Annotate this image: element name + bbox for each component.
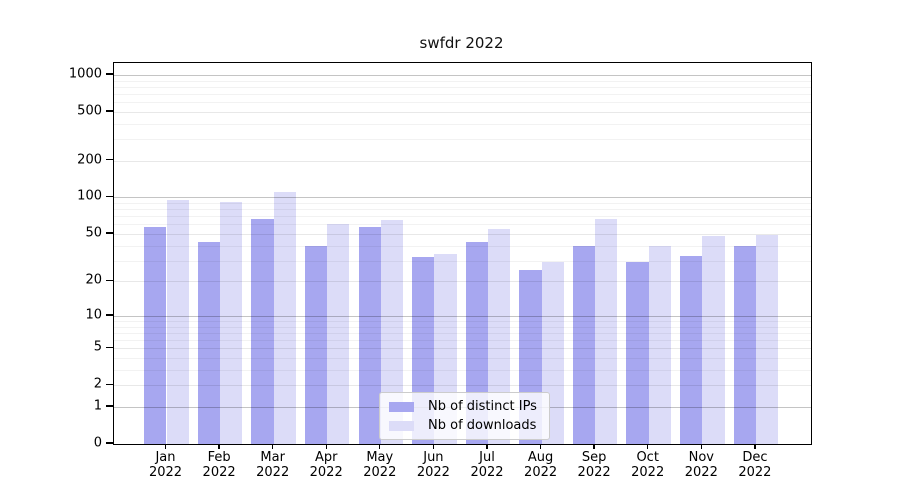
x-tick-mark-mar	[272, 444, 274, 449]
bar-mar-downloads	[273, 191, 296, 444]
y-tick-label-1000: 1000	[68, 66, 102, 82]
x-tick-label-may: May 2022	[363, 450, 397, 480]
y-tick-mark-10	[106, 314, 113, 316]
y-tick-label-500: 500	[77, 103, 102, 119]
y-tick-label-0: 0	[93, 435, 102, 451]
x-tick-label-aug: Aug 2022	[524, 450, 558, 480]
y-tick-mark-500	[106, 110, 113, 112]
bar-dec-distinct-ips	[733, 245, 756, 444]
y-tick-label-2: 2	[93, 376, 102, 392]
bars-layer	[114, 63, 811, 444]
x-tick-mark-nov	[700, 444, 702, 449]
y-tick-label-50: 50	[85, 225, 102, 241]
x-tick-mark-apr	[325, 444, 327, 449]
y-tick-label-100: 100	[77, 188, 102, 204]
bar-oct-downloads	[648, 245, 671, 444]
bar-feb-distinct-ips	[197, 241, 221, 444]
x-tick-mark-dec	[754, 444, 756, 449]
y-tick-mark-200	[106, 159, 113, 161]
bar-may-downloads	[380, 220, 404, 444]
legend-swatch-downloads	[389, 420, 414, 431]
bar-dec-downloads	[755, 235, 779, 444]
bar-sep-downloads	[595, 219, 618, 444]
y-tick-mark-20	[106, 279, 113, 282]
y-tick-mark-50	[106, 232, 113, 234]
x-tick-label-oct: Oct 2022	[631, 450, 665, 480]
y-tick-label-1: 1	[93, 398, 102, 414]
x-tick-label-sep: Sep 2022	[577, 450, 611, 480]
y-tick-mark-5	[106, 346, 113, 348]
x-tick-mark-feb	[218, 444, 220, 449]
legend-label-downloads: Nb of downloads	[428, 418, 537, 433]
bar-mar-distinct-ips	[251, 219, 274, 444]
bar-nov-downloads	[702, 236, 725, 444]
x-tick-label-feb: Feb 2022	[202, 450, 236, 480]
bar-jul-downloads	[488, 229, 511, 444]
y-tick-mark-1000	[106, 73, 113, 75]
y-tick-label-20: 20	[85, 272, 102, 288]
bar-apr-downloads	[327, 223, 350, 444]
x-tick-mark-jun	[432, 444, 435, 449]
bar-may-distinct-ips	[358, 227, 381, 444]
y-tick-mark-2	[106, 383, 113, 385]
plot-area: Nb of distinct IPs Nb of downloads	[113, 62, 812, 445]
x-tick-label-apr: Apr 2022	[309, 450, 343, 480]
legend-swatch-distinct-ips	[389, 401, 414, 412]
legend: Nb of distinct IPs Nb of downloads	[379, 392, 550, 440]
x-tick-mark-may	[379, 444, 381, 449]
y-tick-label-200: 200	[77, 152, 102, 168]
x-tick-label-jan: Jan 2022	[148, 450, 183, 480]
x-tick-label-nov: Nov 2022	[684, 450, 718, 480]
legend-item-distinct-ips: Nb of distinct IPs	[389, 399, 537, 414]
bar-jan-downloads	[166, 200, 189, 444]
x-tick-mark-aug	[539, 444, 542, 449]
y-tick-mark-100	[106, 195, 113, 198]
legend-label-distinct-ips: Nb of distinct IPs	[428, 399, 537, 414]
x-tick-label-jul: Jul 2022	[470, 450, 504, 480]
bar-apr-distinct-ips	[304, 245, 328, 444]
chart-title: swfdr 2022	[419, 34, 504, 52]
x-tick-label-jun: Jun 2022	[416, 450, 450, 480]
x-tick-mark-sep	[593, 444, 595, 449]
bar-oct-distinct-ips	[626, 262, 649, 444]
bar-sep-distinct-ips	[572, 245, 596, 444]
y-tick-label-10: 10	[85, 307, 102, 323]
y-tick-label-5: 5	[93, 339, 102, 355]
x-tick-mark-jan	[164, 444, 167, 449]
y-tick-mark-0	[106, 442, 113, 444]
x-tick-mark-oct	[647, 444, 649, 449]
x-tick-mark-jul	[486, 444, 488, 449]
x-tick-label-dec: Dec 2022	[738, 450, 772, 480]
y-tick-mark-1	[106, 405, 113, 407]
bar-feb-downloads	[220, 202, 243, 444]
bar-nov-distinct-ips	[680, 255, 703, 444]
x-tick-label-mar: Mar 2022	[256, 450, 290, 480]
bar-jan-distinct-ips	[144, 227, 167, 444]
legend-item-downloads: Nb of downloads	[389, 418, 537, 433]
